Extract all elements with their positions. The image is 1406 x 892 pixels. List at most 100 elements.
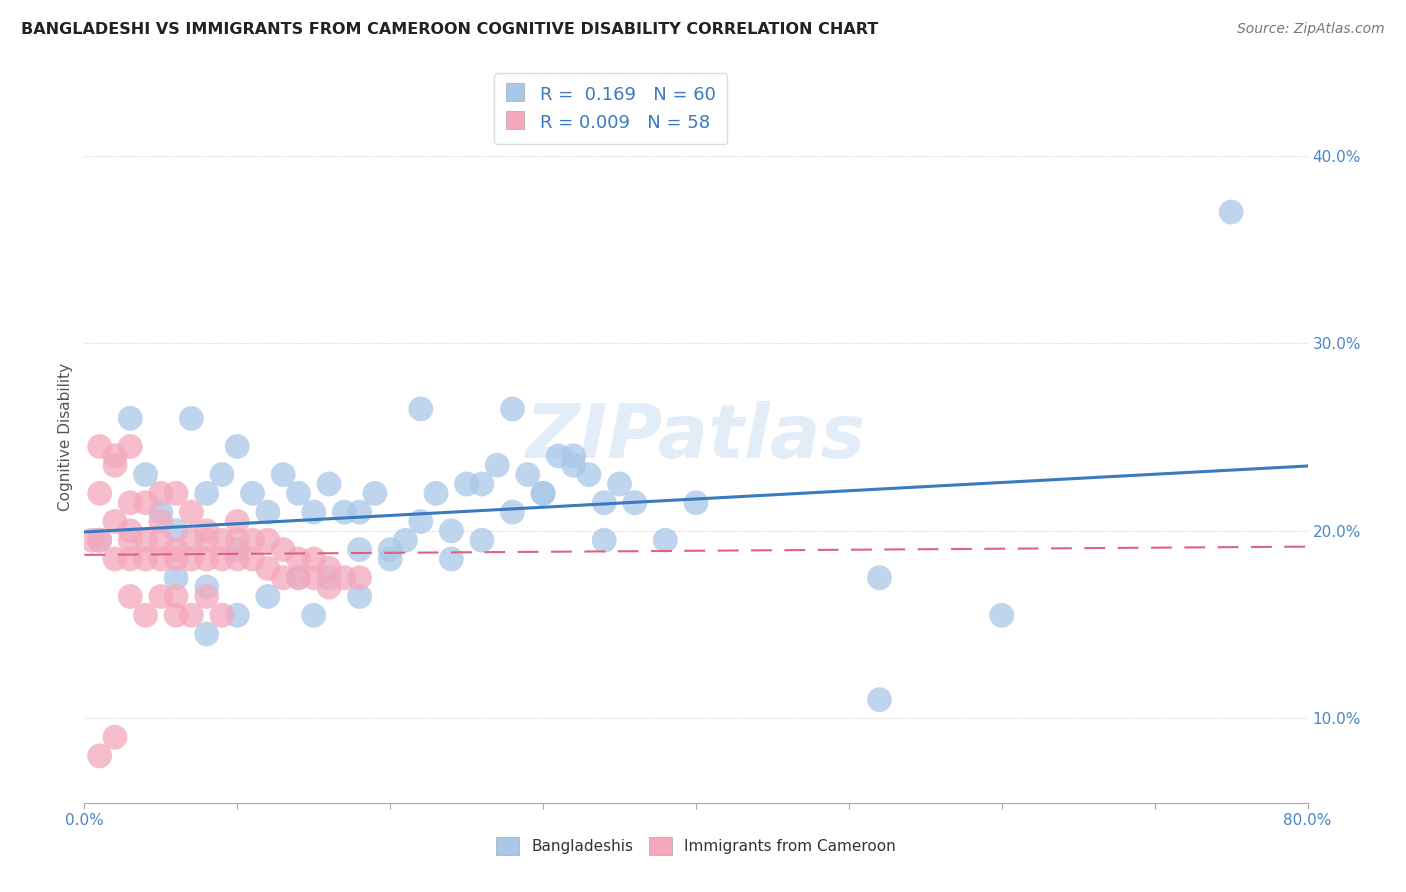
- Point: [135, 496, 157, 510]
- Point: [502, 401, 524, 416]
- Point: [318, 477, 340, 491]
- Point: [349, 542, 371, 557]
- Point: [195, 524, 218, 538]
- Point: [471, 533, 494, 548]
- Point: [226, 533, 249, 548]
- Point: [380, 552, 402, 566]
- Point: [180, 411, 202, 425]
- Point: [180, 608, 202, 623]
- Point: [104, 515, 127, 529]
- Point: [120, 552, 142, 566]
- Point: [242, 533, 264, 548]
- Point: [135, 552, 157, 566]
- Point: [1220, 205, 1243, 219]
- Point: [195, 590, 218, 604]
- Point: [89, 440, 111, 454]
- Point: [195, 580, 218, 594]
- Point: [287, 571, 309, 585]
- Point: [195, 533, 218, 548]
- Point: [991, 608, 1014, 623]
- Point: [531, 486, 554, 500]
- Point: [80, 533, 103, 548]
- Point: [349, 505, 371, 519]
- Point: [869, 692, 891, 706]
- Point: [211, 533, 233, 548]
- Point: [869, 571, 891, 585]
- Text: Source: ZipAtlas.com: Source: ZipAtlas.com: [1237, 22, 1385, 37]
- Point: [149, 505, 172, 519]
- Point: [165, 590, 187, 604]
- Point: [380, 542, 402, 557]
- Point: [654, 533, 676, 548]
- Point: [516, 467, 538, 482]
- Point: [149, 486, 172, 500]
- Point: [271, 542, 294, 557]
- Point: [120, 411, 142, 425]
- Point: [180, 505, 202, 519]
- Point: [271, 571, 294, 585]
- Point: [135, 608, 157, 623]
- Point: [257, 505, 280, 519]
- Point: [242, 552, 264, 566]
- Point: [149, 590, 172, 604]
- Point: [318, 580, 340, 594]
- Point: [165, 524, 187, 538]
- Point: [302, 552, 325, 566]
- Point: [149, 552, 172, 566]
- Point: [685, 496, 707, 510]
- Point: [104, 449, 127, 463]
- Point: [135, 467, 157, 482]
- Point: [257, 561, 280, 575]
- Point: [486, 458, 509, 473]
- Point: [195, 552, 218, 566]
- Point: [562, 449, 585, 463]
- Point: [89, 748, 111, 763]
- Point: [211, 467, 233, 482]
- Point: [180, 533, 202, 548]
- Y-axis label: Cognitive Disability: Cognitive Disability: [58, 363, 73, 511]
- Point: [226, 440, 249, 454]
- Point: [287, 486, 309, 500]
- Point: [89, 486, 111, 500]
- Point: [165, 608, 187, 623]
- Point: [165, 552, 187, 566]
- Point: [120, 533, 142, 548]
- Point: [165, 571, 187, 585]
- Point: [425, 486, 447, 500]
- Point: [226, 552, 249, 566]
- Point: [593, 533, 616, 548]
- Point: [120, 440, 142, 454]
- Point: [226, 515, 249, 529]
- Point: [440, 552, 463, 566]
- Point: [149, 533, 172, 548]
- Point: [271, 467, 294, 482]
- Point: [257, 590, 280, 604]
- Point: [333, 571, 356, 585]
- Point: [104, 458, 127, 473]
- Point: [165, 542, 187, 557]
- Point: [502, 505, 524, 519]
- Point: [257, 533, 280, 548]
- Point: [349, 590, 371, 604]
- Point: [333, 505, 356, 519]
- Point: [547, 449, 569, 463]
- Text: ZIPatlas: ZIPatlas: [526, 401, 866, 474]
- Point: [149, 515, 172, 529]
- Point: [226, 542, 249, 557]
- Point: [364, 486, 387, 500]
- Point: [531, 486, 554, 500]
- Point: [242, 486, 264, 500]
- Point: [409, 401, 432, 416]
- Point: [104, 730, 127, 744]
- Point: [609, 477, 631, 491]
- Point: [440, 524, 463, 538]
- Point: [226, 608, 249, 623]
- Point: [104, 552, 127, 566]
- Point: [394, 533, 416, 548]
- Point: [318, 561, 340, 575]
- Point: [195, 627, 218, 641]
- Point: [349, 571, 371, 585]
- Point: [180, 552, 202, 566]
- Point: [318, 571, 340, 585]
- Point: [211, 552, 233, 566]
